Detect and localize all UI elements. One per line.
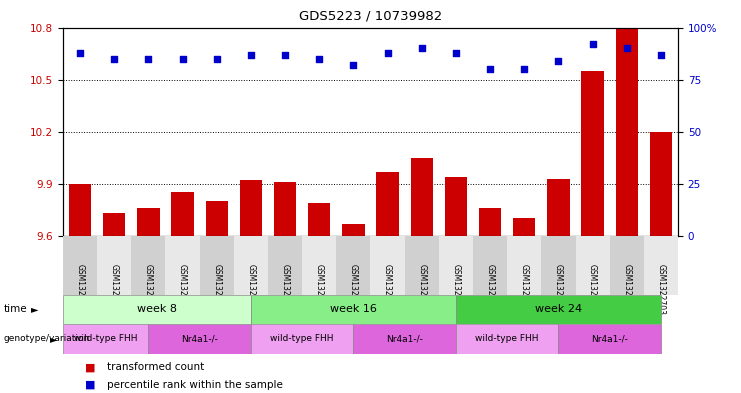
Text: GSM1322688: GSM1322688 (144, 264, 153, 315)
Text: GSM1322699: GSM1322699 (519, 264, 529, 315)
Bar (473, 236, 507, 295)
Point (416, 45, 428, 51)
Point (621, 45, 633, 51)
Text: GSM1322700: GSM1322700 (554, 264, 563, 315)
Point (484, 66, 496, 72)
Bar (542, 236, 576, 295)
Bar (582, 71, 604, 236)
Bar (97, 236, 131, 295)
Bar (445, 177, 467, 236)
Text: GSM1322689: GSM1322689 (178, 264, 187, 315)
Text: transformed count: transformed count (107, 362, 205, 373)
Bar (405, 236, 439, 295)
Text: genotype/variation: genotype/variation (4, 334, 90, 343)
Text: GSM1322687: GSM1322687 (110, 264, 119, 315)
Text: GSM1322693: GSM1322693 (315, 264, 324, 315)
Point (210, 55, 222, 62)
Point (450, 50, 462, 56)
Bar (69, 184, 91, 236)
Bar (342, 224, 365, 236)
Bar (63, 295, 251, 324)
Bar (234, 236, 268, 295)
Point (655, 51, 667, 58)
Text: GSM1322694: GSM1322694 (349, 264, 358, 315)
Point (74, 50, 86, 56)
Text: wild-type FHH: wild-type FHH (270, 334, 334, 343)
Bar (411, 158, 433, 236)
Text: GSM1322692: GSM1322692 (281, 264, 290, 315)
Bar (63, 324, 148, 354)
Bar (456, 324, 559, 354)
Bar (165, 236, 199, 295)
Bar (63, 236, 97, 295)
Bar (137, 208, 159, 236)
Point (518, 66, 530, 72)
Bar (353, 324, 456, 354)
Bar (302, 236, 336, 295)
Text: week 16: week 16 (330, 305, 377, 314)
Bar (148, 324, 251, 354)
Bar (199, 236, 234, 295)
Text: GSM1322691: GSM1322691 (247, 264, 256, 315)
Bar (650, 132, 672, 236)
Text: GSM1322702: GSM1322702 (622, 264, 631, 315)
Bar (274, 182, 296, 236)
Bar (251, 324, 353, 354)
Bar (268, 236, 302, 295)
Bar (514, 219, 535, 236)
Point (108, 55, 120, 62)
Bar (610, 236, 644, 295)
Text: wild-type FHH: wild-type FHH (476, 334, 539, 343)
Bar (616, 28, 638, 236)
Bar (548, 178, 570, 236)
Text: ■: ■ (85, 362, 96, 373)
Text: Nr4a1-/-: Nr4a1-/- (591, 334, 628, 343)
Bar (644, 236, 678, 295)
Bar (206, 201, 227, 236)
Text: GSM1322697: GSM1322697 (451, 264, 460, 315)
Bar (576, 236, 610, 295)
Text: GDS5223 / 10739982: GDS5223 / 10739982 (299, 10, 442, 23)
Text: GSM1322695: GSM1322695 (383, 264, 392, 315)
Bar (240, 180, 262, 236)
Bar (507, 236, 542, 295)
Point (348, 62, 359, 68)
Bar (376, 172, 399, 236)
Bar (171, 193, 193, 236)
Text: time: time (4, 305, 27, 314)
Text: Nr4a1-/-: Nr4a1-/- (386, 334, 423, 343)
Text: week 24: week 24 (535, 305, 582, 314)
Bar (439, 236, 473, 295)
Text: ►: ► (31, 305, 39, 314)
Text: GSM1322686: GSM1322686 (76, 264, 84, 315)
Point (142, 55, 154, 62)
Point (279, 51, 291, 58)
Bar (479, 208, 501, 236)
Bar (103, 213, 125, 236)
Text: GSM1322703: GSM1322703 (657, 264, 665, 315)
Text: GSM1322701: GSM1322701 (588, 264, 597, 315)
Text: ►: ► (50, 334, 58, 344)
Point (553, 58, 565, 64)
Point (382, 50, 393, 56)
Point (176, 55, 188, 62)
Text: week 8: week 8 (137, 305, 177, 314)
Text: Nr4a1-/-: Nr4a1-/- (182, 334, 218, 343)
Point (245, 51, 257, 58)
Text: wild-type FHH: wild-type FHH (74, 334, 137, 343)
Bar (559, 324, 661, 354)
Text: GSM1322696: GSM1322696 (417, 264, 426, 315)
Point (313, 55, 325, 62)
Bar (251, 295, 456, 324)
Bar (308, 203, 330, 236)
Bar (131, 236, 165, 295)
Text: GSM1322698: GSM1322698 (485, 264, 494, 315)
Text: GSM1322690: GSM1322690 (212, 264, 222, 315)
Bar (370, 236, 405, 295)
Point (587, 41, 599, 47)
Bar (456, 295, 661, 324)
Text: percentile rank within the sample: percentile rank within the sample (107, 380, 283, 390)
Text: ■: ■ (85, 380, 96, 390)
Bar (336, 236, 370, 295)
